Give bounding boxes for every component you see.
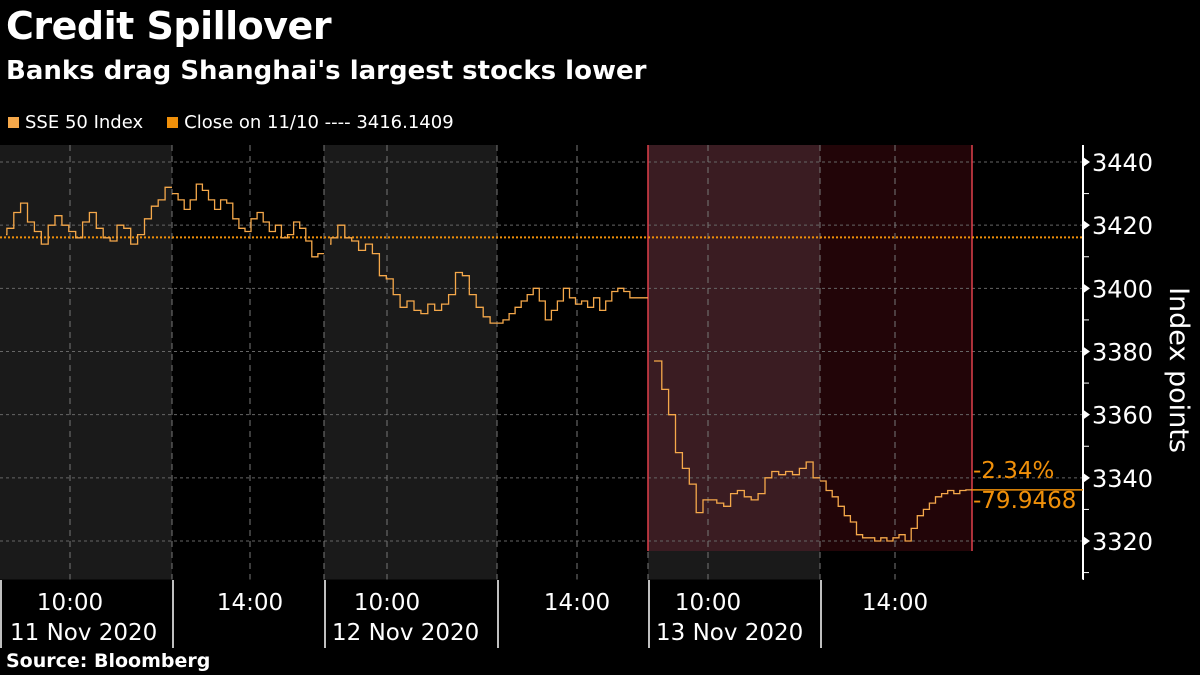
series-line-sse50-11-Nov-2020-AM xyxy=(6,186,172,245)
legend-label-close: Close on 11/10 ---- 3416.1409 xyxy=(184,112,454,133)
series-line-sse50-13-Nov-2020-PM xyxy=(820,480,972,542)
x-tick-label: 10:00 xyxy=(675,590,741,616)
x-tick-label: 10:00 xyxy=(37,590,103,616)
y-tick-mark xyxy=(1083,346,1090,357)
x-tick-label: 14:00 xyxy=(544,590,610,616)
session-shade xyxy=(324,145,497,580)
chart-title: Credit Spillover xyxy=(6,4,332,48)
y-tick-label: 3400 xyxy=(1092,275,1153,303)
legend-swatch-close xyxy=(167,117,179,128)
highlight-am xyxy=(648,145,820,551)
x-tick-label: 14:00 xyxy=(217,590,283,616)
y-tick-label: 3420 xyxy=(1092,212,1153,240)
x-date-label: 12 Nov 2020 xyxy=(332,620,479,646)
y-tick-mark xyxy=(1083,220,1090,231)
y-tick-label: 3320 xyxy=(1092,528,1153,556)
y-tick-label: 3380 xyxy=(1092,339,1153,367)
series-line-sse50-13-Nov-2020-AM xyxy=(654,360,820,514)
y-tick-label: 3340 xyxy=(1092,465,1153,493)
series-line-sse50-12-Nov-2020-AM xyxy=(330,224,497,324)
pct-change-label: -2.34% xyxy=(973,458,1054,484)
x-tick-label: 14:00 xyxy=(862,590,928,616)
legend-swatch-sse50 xyxy=(8,117,19,128)
x-date-label: 13 Nov 2020 xyxy=(656,620,803,646)
chart-subtitle: Banks drag Shanghai's largest stocks low… xyxy=(6,56,647,86)
y-axis-label: Index points xyxy=(1163,287,1194,453)
series-line-sse50-11-Nov-2020-PM xyxy=(172,183,324,258)
x-tick-label: 10:00 xyxy=(354,590,420,616)
point-change-label: -79.9468 xyxy=(973,488,1076,514)
x-date-label: 11 Nov 2020 xyxy=(10,620,157,646)
y-tick-mark xyxy=(1083,283,1090,294)
y-tick-label: 3440 xyxy=(1092,149,1153,177)
session-shade xyxy=(0,145,172,580)
highlight-pm xyxy=(820,145,972,551)
source-note: Source: Bloomberg xyxy=(6,650,211,672)
y-tick-mark xyxy=(1083,409,1090,420)
y-tick-mark xyxy=(1083,536,1090,546)
y-tick-mark xyxy=(1083,472,1090,483)
y-tick-mark xyxy=(1083,157,1090,167)
series-line-sse50-12-Nov-2020-PM xyxy=(497,287,648,324)
y-tick-label: 3360 xyxy=(1092,402,1153,430)
legend-label-sse50: SSE 50 Index xyxy=(25,112,144,133)
legend: SSE 50 Index Close on 11/10 ---- 3416.14… xyxy=(8,112,454,133)
